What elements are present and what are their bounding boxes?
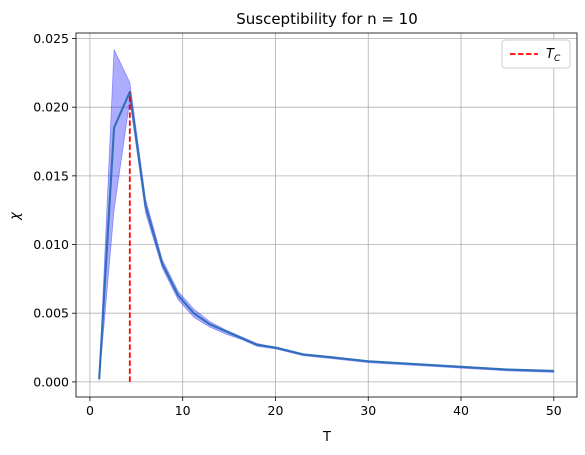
y-tick-label: 0.005 xyxy=(33,306,69,321)
series-line xyxy=(98,91,554,380)
x-tick-label: 40 xyxy=(453,403,469,418)
x-tick-label: 10 xyxy=(175,403,191,418)
y-tick-label: 0.000 xyxy=(33,374,69,389)
x-axis: 0 10 20 30 40 50 xyxy=(86,397,562,418)
plot-frame xyxy=(75,32,578,398)
series-lines xyxy=(98,91,554,382)
y-axis: 0.000 0.005 0.010 0.015 0.020 0.025 xyxy=(33,31,76,389)
y-tick-label: 0.015 xyxy=(33,168,69,183)
x-tick-label: 0 xyxy=(86,403,94,418)
legend-label-tc: TC xyxy=(546,47,561,64)
y-axis-label: χ xyxy=(8,211,23,221)
x-axis-label: T xyxy=(322,430,331,445)
x-tick-label: 30 xyxy=(360,403,376,418)
chart-title: Susceptibility for n = 10 xyxy=(236,10,418,28)
confidence-band-area xyxy=(98,49,555,381)
y-tick-label: 0.010 xyxy=(33,237,69,252)
y-tick-label: 0.020 xyxy=(33,100,69,115)
x-tick-label: 50 xyxy=(546,403,562,418)
legend-label-sub: C xyxy=(554,54,561,64)
grid-lines xyxy=(76,33,577,397)
legend: TC xyxy=(501,39,571,69)
legend-label-main: T xyxy=(546,47,555,62)
confidence-band xyxy=(98,49,555,381)
x-tick-label: 20 xyxy=(268,403,284,418)
y-tick-label: 0.025 xyxy=(33,31,69,46)
